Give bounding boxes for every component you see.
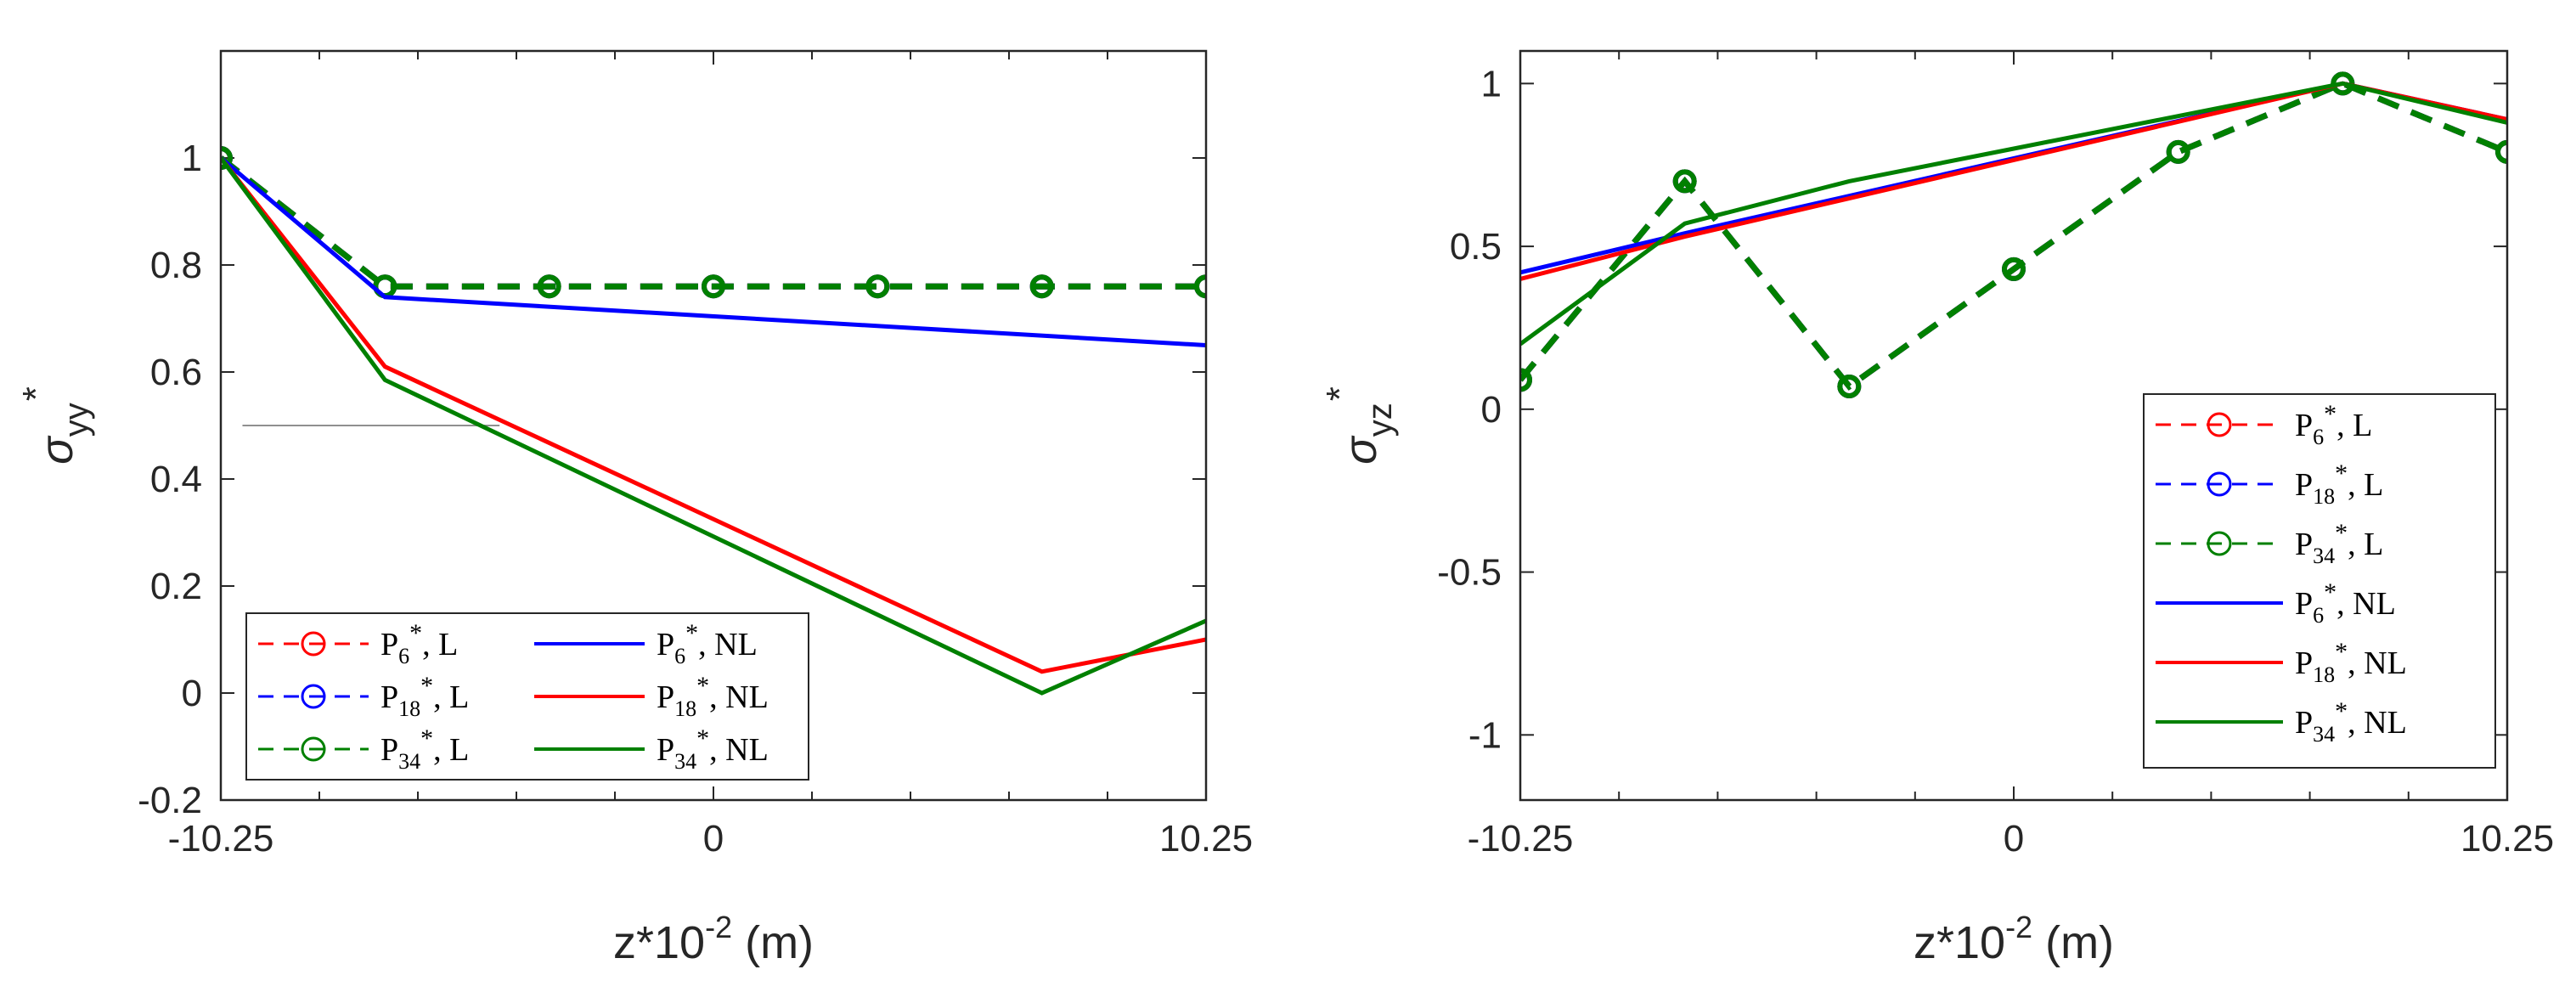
legend-label: P34*, L xyxy=(2295,519,2383,568)
legend-item-p18-l: P18*, L xyxy=(2156,459,2383,509)
x-tick-label: 10.25 xyxy=(1159,818,1253,860)
data-layer xyxy=(221,146,1206,696)
legend-label: P6*, NL xyxy=(2295,578,2396,628)
data-point xyxy=(865,274,890,299)
legend-item-p34-nl: P34*, NL xyxy=(534,724,769,774)
series-p6-nl-line xyxy=(221,156,1206,347)
chart-1: -10.25 0 10.25 -0.2 0 0.2 0.4 0.6 0.8 1 z*10-2 (m)… xyxy=(15,49,1253,968)
series-line xyxy=(221,156,1206,347)
series-p34-nl-line xyxy=(221,156,1206,696)
legend-marker xyxy=(2207,471,2232,497)
axes-box xyxy=(219,49,1208,802)
data-point xyxy=(1194,274,1206,299)
data-point xyxy=(1029,274,1054,299)
y-tick-label: 0.5 xyxy=(1450,226,1502,268)
legend-item-p34-nl: P34*, NL xyxy=(2156,697,2407,747)
series-line xyxy=(1520,81,2507,347)
series-p34-l-line xyxy=(221,146,1206,299)
x-tick-label: -10.25 xyxy=(1468,818,1574,860)
data-layer xyxy=(1520,71,2507,398)
y-tick-label: -0.2 xyxy=(138,780,202,821)
legend-box xyxy=(2143,393,2496,769)
legend-label: P18*, L xyxy=(2295,459,2383,509)
data-point xyxy=(1837,374,1862,398)
legend-marker xyxy=(2207,531,2232,556)
y-tick-label: 1 xyxy=(182,138,202,179)
legend-item-p34-l: P34*, L xyxy=(258,724,469,774)
legend-item-p18-nl: P18*, NL xyxy=(534,672,769,721)
data-point xyxy=(1672,169,1697,194)
legend-item-p6-nl: P6*, NL xyxy=(2156,578,2396,628)
legend-label: P34*, NL xyxy=(2295,697,2407,747)
data-point xyxy=(702,274,725,299)
data-point xyxy=(2002,256,2026,281)
data-point xyxy=(537,274,561,299)
legend-label: P18*, NL xyxy=(2295,638,2407,687)
x-axis-title: z*10-2 (m) xyxy=(1914,910,2114,968)
y-tick-label: -0.5 xyxy=(1437,552,1502,594)
y-axis-title: σyz* xyxy=(1319,386,1399,465)
x-tick-label: -10.25 xyxy=(168,818,274,860)
legend-label: P34*, L xyxy=(380,724,469,774)
svg-text:σyz*: σyz* xyxy=(1319,386,1399,465)
axes-box xyxy=(1519,49,2509,802)
y-axis-title: σyy* xyxy=(15,386,95,465)
y-tick-label: 0.4 xyxy=(150,459,202,500)
x-tick-label: 10.25 xyxy=(2460,818,2554,860)
y-tick-label: 0.8 xyxy=(150,245,202,286)
y-tick-label: 0.6 xyxy=(150,352,202,393)
series-p34-l-line xyxy=(1520,71,2507,398)
legend-label: P6*, NL xyxy=(657,619,758,668)
series-line xyxy=(221,155,1206,290)
y-tick-label: 0 xyxy=(1481,389,1502,431)
series-line xyxy=(1520,80,2507,391)
legend-item-p18-l: P18*, L xyxy=(258,672,469,721)
chart-2: -10.25 0 10.25 -1 -0.5 0 0.5 1 z*10-2 (m) σyz* P6*… xyxy=(1319,49,2554,968)
legend-label: P6*, L xyxy=(380,619,458,668)
data-point xyxy=(2166,139,2190,164)
legend-marker xyxy=(301,631,326,657)
series-p34-nl-line xyxy=(1520,81,2507,347)
data-point xyxy=(2495,139,2507,164)
y-tick-label: 0 xyxy=(182,673,202,714)
x-axis-title: z*10-2 (m) xyxy=(613,910,814,968)
legend-item-p6-nl: P6*, NL xyxy=(534,619,758,668)
legend-marker xyxy=(301,684,326,709)
y-tick-label: 0.2 xyxy=(150,566,202,607)
data-point xyxy=(221,146,233,170)
legend-item-p18-nl: P18*, NL xyxy=(2156,638,2407,687)
y-tick-label: 1 xyxy=(1481,63,1502,104)
svg-text:σyy*: σyy* xyxy=(15,386,95,465)
legend-label: P18*, L xyxy=(380,672,469,721)
legend-label: P18*, NL xyxy=(657,672,769,721)
x-tick-label: 0 xyxy=(703,818,724,860)
x-tick-label: 0 xyxy=(2004,818,2024,860)
legend: P6*, L P18*, L P34*, L P6*, NL P18*, NL P34*,… xyxy=(2143,393,2496,769)
legend-marker xyxy=(301,736,326,762)
series-line xyxy=(221,156,1206,696)
legend-marker xyxy=(2207,412,2232,437)
legend-label: P6*, L xyxy=(2295,400,2372,449)
legend-item-p6-l: P6*, L xyxy=(2156,400,2372,449)
legend-label: P34*, NL xyxy=(657,724,769,774)
legend-item-p6-l: P6*, L xyxy=(258,619,458,668)
data-point xyxy=(1520,368,1532,392)
legend-item-p34-l: P34*, L xyxy=(2156,519,2383,568)
y-tick-label: -1 xyxy=(1468,714,1502,756)
